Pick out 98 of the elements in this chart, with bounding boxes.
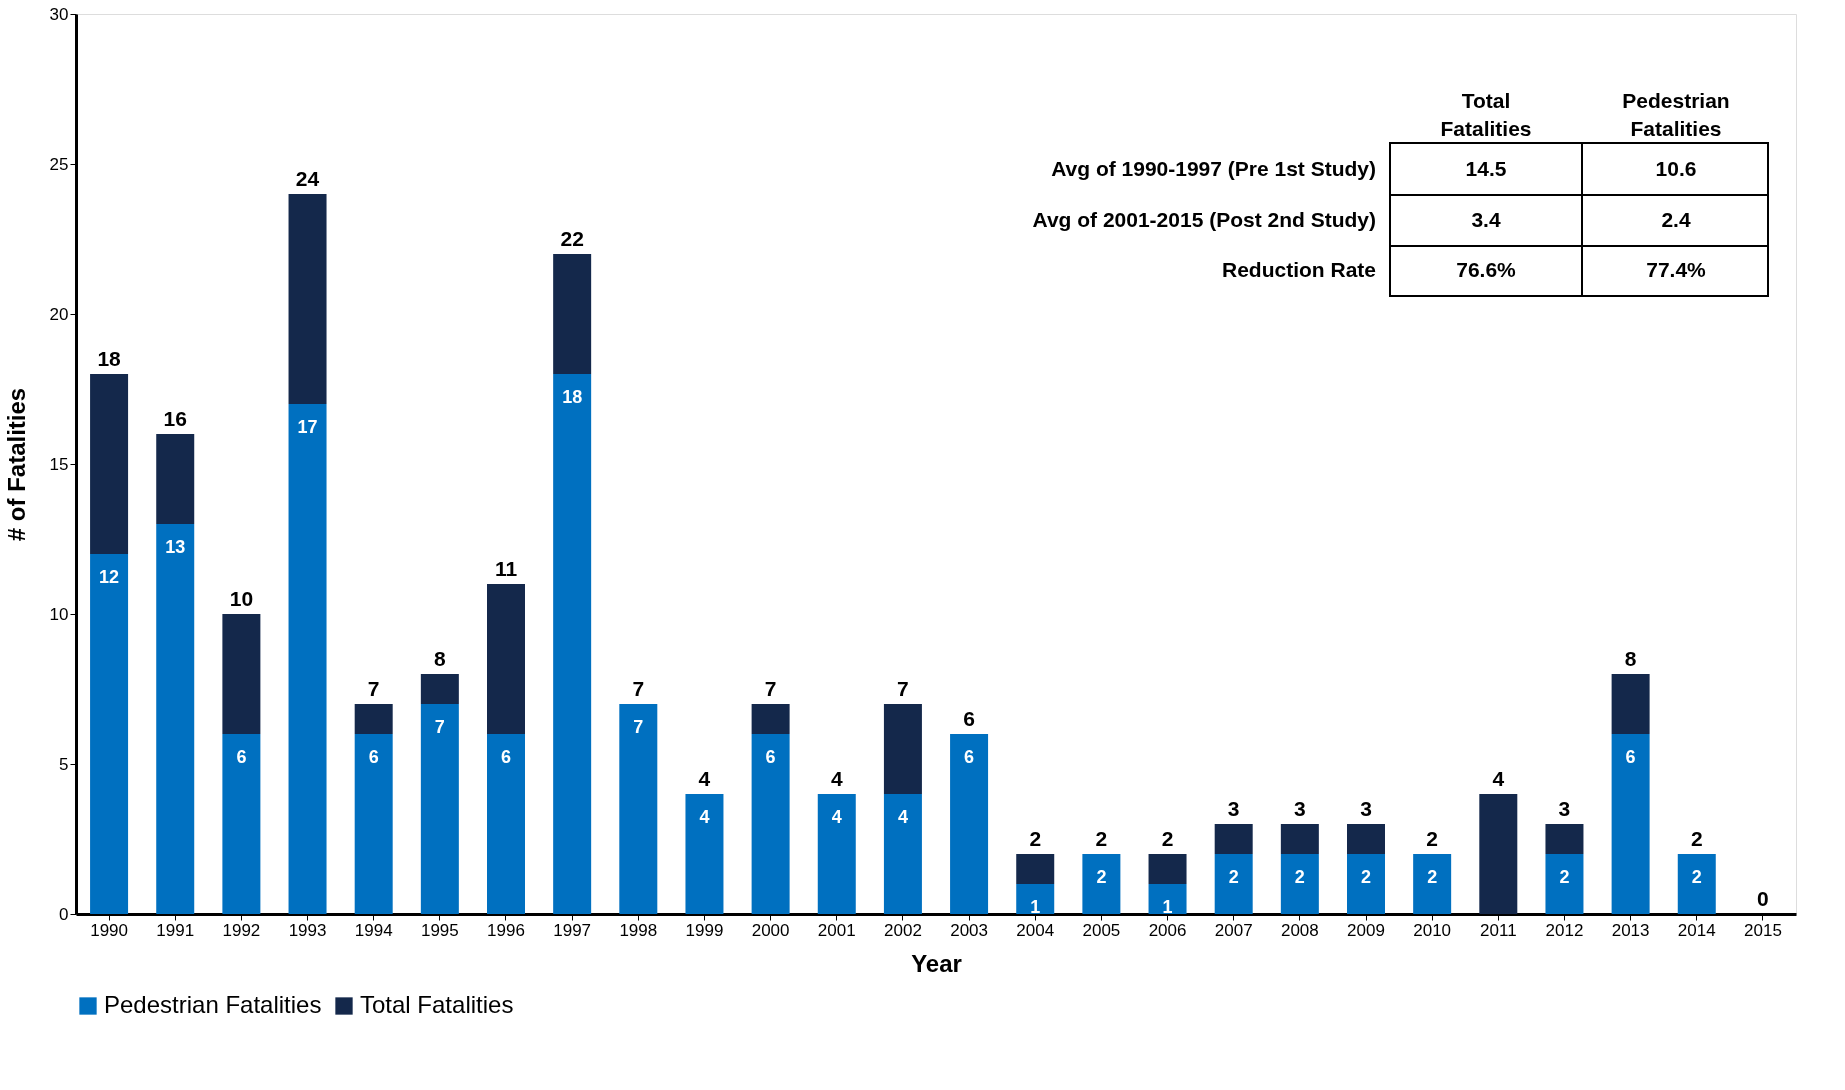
x-tick-label: 2007	[1214, 920, 1253, 940]
legend-label: Total Fatalities	[360, 991, 514, 1018]
total-label: 2	[1161, 827, 1174, 850]
x-tick-label: 1995	[420, 920, 459, 940]
x-tick-label: 1994	[354, 920, 393, 940]
total-label: 3	[1227, 797, 1240, 820]
total-label: 2	[1426, 827, 1438, 850]
total-label: 7	[764, 677, 777, 700]
total-label: 2	[1095, 827, 1108, 850]
total-label: 0	[1757, 887, 1769, 910]
x-tick-label: 2002	[884, 920, 922, 940]
x-tick-label: 1999	[685, 920, 724, 940]
annotation: 2.4	[1661, 208, 1691, 231]
total-label: 2	[1690, 827, 1703, 850]
data-label: 6	[1625, 747, 1636, 767]
total-label: 10	[229, 587, 254, 610]
x-tick-label: 2003	[950, 920, 988, 940]
annotation: Pedestrian Fatalities	[1622, 89, 1730, 140]
data-label: 4	[699, 807, 710, 827]
data-label: 4	[897, 807, 908, 827]
data-label: 17	[297, 417, 318, 437]
x-tick-label: 2012	[1545, 920, 1584, 940]
data-label: 4	[831, 807, 842, 827]
total-label: 24	[295, 167, 320, 190]
x-tick-label: 2008	[1280, 920, 1319, 940]
total-label: 7	[897, 677, 909, 700]
x-tick-label: 1991	[156, 920, 195, 940]
data-label: 18	[562, 387, 583, 407]
data-label: 6	[500, 747, 512, 767]
total-label: 6	[963, 707, 975, 730]
annotation: Avg of 2001-2015 (Post 2nd Study)	[1032, 208, 1376, 231]
x-tick-label: 2000	[751, 920, 790, 940]
x-tick-label: 2005	[1082, 920, 1121, 940]
y-tick-label: 10	[49, 604, 69, 624]
x-tick-label: 2011	[1480, 920, 1517, 940]
y-tick-label: 25	[49, 154, 69, 174]
total-label: 18	[97, 347, 122, 370]
total-label: 16	[163, 407, 187, 430]
data-label: 1	[1162, 897, 1173, 917]
data-label: 2	[1691, 867, 1702, 887]
annotation: Total Fatalities	[1440, 89, 1532, 140]
data-label: 2	[1228, 867, 1239, 887]
y-tick-label: 5	[59, 754, 69, 774]
total-label: 11	[494, 557, 518, 580]
x-tick-label: 1993	[288, 920, 327, 940]
y-tick-label: 0	[59, 904, 69, 924]
annotation: Avg of 1990-1997 (Pre 1st Study)	[1051, 157, 1376, 180]
x-tick-label: 2014	[1677, 920, 1716, 940]
x-axis-title: Year	[911, 949, 962, 977]
legend-label: Pedestrian Fatalities	[104, 991, 322, 1018]
data-label: 7	[633, 717, 644, 737]
data-label: 6	[964, 747, 975, 767]
annotation: Reduction Rate	[1221, 258, 1376, 281]
y-tick-label: 15	[49, 454, 69, 474]
x-tick-label: 2006	[1148, 920, 1187, 940]
data-label: 7	[434, 717, 445, 737]
y-axis-title: # of Fatalities	[2, 387, 30, 542]
x-tick-label: 1996	[487, 920, 525, 940]
total-label: 2	[1029, 827, 1042, 850]
x-tick-label: 2010	[1413, 920, 1452, 940]
x-tick-label: 1990	[90, 920, 128, 940]
total-label: 22	[560, 227, 584, 250]
total-label: 8	[434, 647, 446, 670]
x-tick-label: 1998	[619, 920, 658, 940]
total-label: 7	[632, 677, 645, 700]
data-label: 12	[99, 567, 120, 587]
data-label: 6	[236, 747, 247, 767]
x-tick-label: 2015	[1744, 920, 1782, 940]
data-label: 2	[1427, 867, 1438, 887]
x-tick-label: 2009	[1347, 920, 1385, 940]
x-tick-label: 2001	[817, 920, 856, 940]
total-label: 7	[367, 677, 380, 700]
total-label: 3	[1558, 797, 1571, 820]
x-tick-label: 1997	[553, 920, 592, 940]
y-tick-label: 20	[49, 304, 69, 324]
data-label: 2	[1360, 867, 1372, 887]
annotation: 77.4%	[1646, 258, 1707, 281]
total-label: 3	[1360, 797, 1372, 820]
total-label: 4	[830, 767, 843, 790]
total-label: 3	[1294, 797, 1306, 820]
annotation: 76.6%	[1456, 258, 1517, 281]
data-label: 2	[1559, 867, 1570, 887]
data-label: 6	[765, 747, 776, 767]
x-tick-label: 2004	[1016, 920, 1055, 940]
annotation: 10.6	[1655, 157, 1697, 180]
annotation: 14.5	[1465, 157, 1507, 180]
data-label: 6	[368, 747, 379, 767]
total-label: 4	[1492, 767, 1505, 790]
annotation: 3.4	[1471, 208, 1501, 231]
x-tick-label: 1992	[222, 920, 261, 940]
x-tick-label: 2013	[1611, 920, 1650, 940]
data-label: 2	[1294, 867, 1305, 887]
total-label: 8	[1624, 647, 1637, 670]
data-label: 2	[1096, 867, 1107, 887]
total-label: 4	[698, 767, 711, 790]
data-label: 1	[1030, 897, 1041, 917]
y-tick-label: 30	[49, 4, 69, 24]
data-label: 13	[165, 537, 186, 557]
